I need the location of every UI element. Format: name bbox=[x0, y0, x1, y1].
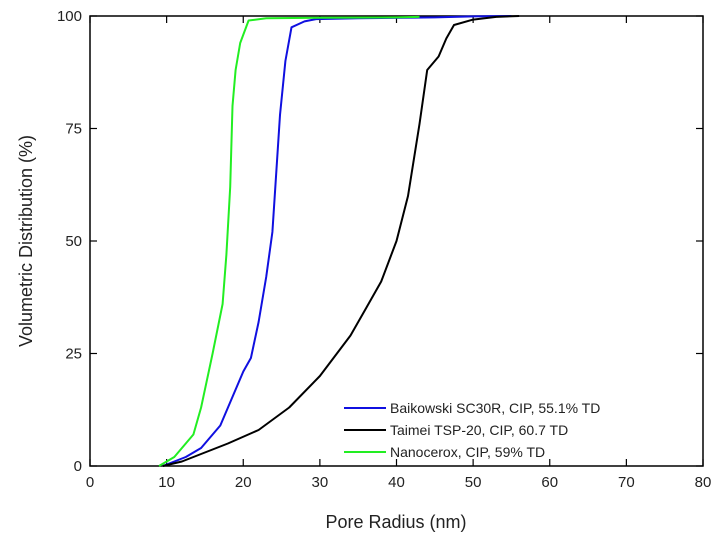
x-tick-label: 10 bbox=[158, 474, 175, 491]
x-tick-label: 70 bbox=[618, 474, 635, 491]
series-layer bbox=[158, 15, 520, 467]
x-tick-label: 80 bbox=[695, 474, 712, 491]
legend-label-baikowski: Baikowski SC30R, CIP, 55.1% TD bbox=[390, 400, 600, 416]
y-axis-title: Volumetric Distribution (%) bbox=[16, 135, 36, 347]
x-tick-label: 20 bbox=[235, 474, 252, 491]
y-tick-label: 0 bbox=[74, 458, 82, 475]
axis-ticks: 0 10 20 30 40 50 60 70 80 0 25 50 75 100 bbox=[57, 8, 711, 491]
series-line-taimei bbox=[162, 15, 520, 467]
series-line-baikowski bbox=[162, 15, 512, 467]
legend-label-nanocerox: Nanocerox, CIP, 59% TD bbox=[390, 444, 545, 460]
y-tick-label: 100 bbox=[57, 8, 82, 25]
series-line-nanocerox bbox=[158, 15, 420, 467]
x-tick-label: 30 bbox=[312, 474, 329, 491]
x-axis-title: Pore Radius (nm) bbox=[325, 512, 466, 532]
y-tick-label: 50 bbox=[65, 233, 82, 250]
y-tick-label: 25 bbox=[65, 346, 82, 363]
legend: Baikowski SC30R, CIP, 55.1% TD Taimei TS… bbox=[344, 400, 600, 460]
legend-label-taimei: Taimei TSP-20, CIP, 60.7 TD bbox=[390, 422, 568, 438]
x-tick-label: 60 bbox=[541, 474, 558, 491]
x-tick-label: 40 bbox=[388, 474, 405, 491]
y-tick-label: 75 bbox=[65, 121, 82, 138]
x-tick-label: 0 bbox=[86, 474, 94, 491]
x-tick-label: 50 bbox=[465, 474, 482, 491]
